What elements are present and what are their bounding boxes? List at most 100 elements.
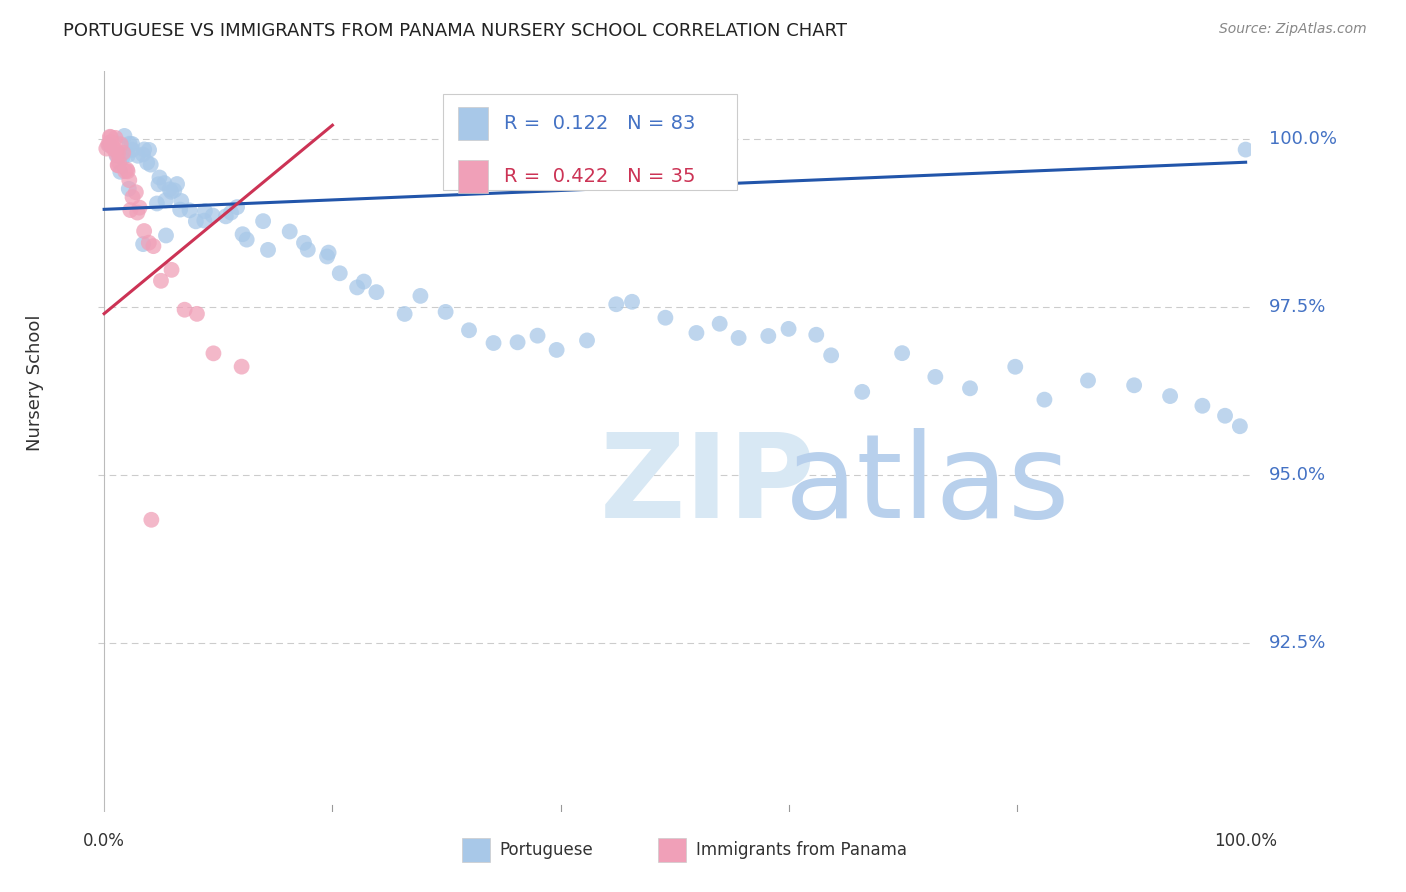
Text: 95.0%: 95.0% bbox=[1268, 467, 1326, 484]
Point bbox=[141, 513, 163, 527]
Point bbox=[118, 182, 141, 196]
Point bbox=[114, 128, 136, 143]
Point bbox=[97, 137, 120, 152]
Point bbox=[142, 239, 165, 253]
Bar bbox=[658, 838, 686, 862]
Point bbox=[621, 294, 644, 309]
Point bbox=[506, 335, 529, 350]
Text: 100.0%: 100.0% bbox=[1268, 129, 1337, 148]
Point bbox=[297, 243, 319, 257]
Point bbox=[1033, 392, 1056, 407]
Point bbox=[120, 203, 142, 218]
Point bbox=[434, 305, 457, 319]
Point bbox=[139, 158, 162, 172]
Point bbox=[526, 328, 548, 343]
Point bbox=[173, 302, 195, 317]
Point bbox=[114, 164, 136, 178]
Point bbox=[546, 343, 568, 357]
Point bbox=[201, 209, 224, 223]
Point bbox=[252, 214, 274, 228]
Text: R =  0.122   N = 83: R = 0.122 N = 83 bbox=[505, 113, 696, 133]
FancyBboxPatch shape bbox=[443, 94, 737, 190]
Text: 97.5%: 97.5% bbox=[1268, 298, 1326, 316]
Point bbox=[685, 326, 707, 340]
Point bbox=[118, 173, 141, 187]
Point bbox=[110, 147, 132, 161]
Point bbox=[105, 148, 128, 162]
Point bbox=[605, 297, 627, 311]
Point bbox=[117, 164, 139, 178]
Point bbox=[100, 130, 122, 145]
Point bbox=[153, 176, 176, 190]
Point bbox=[104, 131, 127, 145]
Point bbox=[232, 227, 254, 242]
Point bbox=[127, 149, 149, 163]
Point bbox=[134, 224, 156, 238]
Point bbox=[482, 336, 505, 351]
Point bbox=[117, 148, 139, 162]
Point bbox=[121, 143, 143, 157]
Text: Nursery School: Nursery School bbox=[25, 314, 44, 450]
Point bbox=[226, 200, 249, 214]
Point bbox=[179, 203, 201, 218]
Point bbox=[138, 143, 160, 157]
Point bbox=[160, 263, 183, 277]
Point bbox=[366, 285, 388, 299]
Point bbox=[924, 370, 946, 384]
Point bbox=[110, 165, 132, 179]
Bar bbox=[458, 160, 488, 194]
Text: 100.0%: 100.0% bbox=[1215, 832, 1277, 850]
Point bbox=[98, 129, 121, 144]
Point bbox=[219, 205, 242, 219]
Point bbox=[215, 210, 238, 224]
Point bbox=[353, 275, 375, 289]
Point bbox=[115, 162, 138, 177]
Point bbox=[108, 155, 131, 169]
Point bbox=[107, 158, 129, 172]
Point bbox=[138, 235, 160, 250]
Point bbox=[107, 146, 129, 161]
Point bbox=[346, 280, 368, 294]
Text: Source: ZipAtlas.com: Source: ZipAtlas.com bbox=[1219, 22, 1367, 37]
Point bbox=[851, 384, 873, 399]
Point bbox=[184, 214, 207, 228]
Point bbox=[146, 196, 169, 211]
Point bbox=[1004, 359, 1026, 374]
Point bbox=[98, 136, 121, 150]
Point bbox=[159, 182, 181, 196]
Point bbox=[257, 243, 280, 257]
Point bbox=[202, 346, 225, 360]
Point bbox=[111, 151, 134, 165]
Text: Portuguese: Portuguese bbox=[499, 841, 593, 859]
Text: PORTUGUESE VS IMMIGRANTS FROM PANAMA NURSERY SCHOOL CORRELATION CHART: PORTUGUESE VS IMMIGRANTS FROM PANAMA NUR… bbox=[63, 22, 848, 40]
Text: 0.0%: 0.0% bbox=[83, 832, 125, 850]
Point bbox=[132, 237, 155, 252]
Point bbox=[1077, 374, 1099, 388]
Point bbox=[806, 327, 828, 342]
Point bbox=[1159, 389, 1181, 403]
Point bbox=[235, 233, 257, 247]
Point bbox=[318, 245, 340, 260]
Point bbox=[148, 178, 170, 192]
Point bbox=[576, 334, 599, 348]
Point bbox=[149, 274, 172, 288]
Point bbox=[186, 307, 208, 321]
Point bbox=[778, 322, 800, 336]
Point bbox=[316, 250, 339, 264]
Text: ZIP: ZIP bbox=[600, 428, 815, 543]
Text: atlas: atlas bbox=[785, 428, 1070, 543]
Point bbox=[820, 348, 842, 362]
Point bbox=[128, 201, 150, 215]
Point bbox=[98, 138, 121, 153]
Point bbox=[193, 213, 215, 227]
Point bbox=[127, 205, 149, 219]
Point bbox=[727, 331, 749, 345]
Point bbox=[278, 225, 301, 239]
Point bbox=[118, 136, 141, 151]
Point bbox=[96, 142, 118, 156]
Point bbox=[132, 147, 155, 161]
Point bbox=[160, 185, 183, 199]
Point bbox=[709, 317, 731, 331]
Point bbox=[756, 329, 779, 343]
Bar bbox=[458, 106, 488, 140]
